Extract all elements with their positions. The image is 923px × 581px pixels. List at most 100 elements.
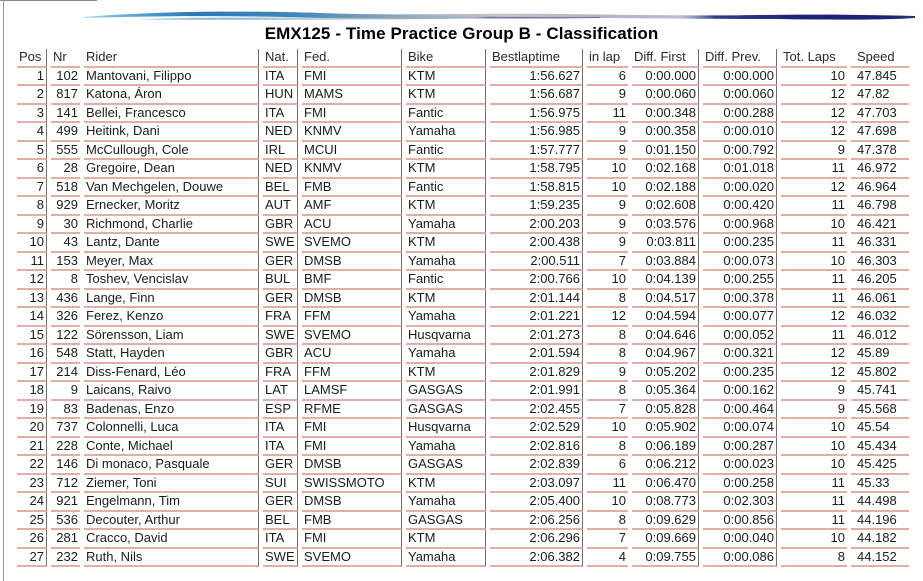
cell-diff_prev: 0:00.052 — [703, 326, 777, 345]
cell-rider: Conte, Michael — [84, 437, 259, 456]
table-row: 20 737 Colonnelli, Luca ITA FMI Husqvarna 2:02… — [17, 419, 909, 438]
cell-bike: KTM — [406, 474, 486, 493]
cell-bike: Yamaha — [406, 437, 486, 456]
cell-pos: 16 — [17, 345, 47, 364]
cell-bike: KTM — [406, 86, 486, 105]
cell-nat: BUL — [263, 271, 298, 290]
cell-diff_prev: 0:00.020 — [703, 178, 777, 197]
cell-rider: Bellei, Francesco — [84, 104, 259, 123]
cell-in_lap: 8 — [587, 382, 628, 401]
table-row: 18 9 Laicans, Raivo LAT LAMSF GASGAS 2:01.991 8… — [17, 382, 909, 401]
cell-bestlaptime: 1:56.687 — [490, 86, 583, 105]
page-border-left — [3, 0, 4, 581]
cell-diff_prev: 0:00.040 — [703, 530, 777, 549]
cell-in_lap: 11 — [587, 105, 628, 123]
cell-speed: 46.972 — [851, 160, 909, 179]
cell-fed: DMSB — [302, 493, 402, 512]
cell-bestlaptime: 2:03.097 — [490, 474, 583, 493]
cell-speed: 46.061 — [851, 290, 909, 308]
cell-in_lap: 7 — [587, 401, 628, 419]
cell-tot_laps: 11 — [781, 290, 847, 308]
cell-in_lap: 10 — [587, 271, 628, 290]
cell-bestlaptime: 1:58.795 — [490, 160, 583, 179]
cell-nr: 153 — [51, 253, 80, 271]
cell-pos: 2 — [17, 86, 47, 105]
cell-nat: NED — [263, 123, 298, 142]
cell-nr: 281 — [51, 530, 80, 549]
cell-fed: KNMV — [302, 123, 402, 142]
cell-nr: 146 — [51, 456, 80, 475]
cell-speed: 45.434 — [851, 438, 909, 456]
cell-diff_prev: 0:00.288 — [703, 104, 777, 123]
cell-diff_first: 0:09.629 — [632, 511, 699, 530]
cell-speed: 45.33 — [851, 475, 909, 493]
cell-in_lap: 10 — [587, 179, 628, 197]
cell-bestlaptime: 2:02.529 — [490, 419, 583, 438]
cell-rider: Meyer, Max — [84, 252, 259, 271]
cell-fed: DMSB — [302, 289, 402, 308]
cell-speed: 46.032 — [851, 308, 909, 327]
cell-pos: 21 — [17, 437, 47, 456]
header-row: Pos Nr Rider Nat. Fed. Bike Bestlaptime in lap D… — [17, 49, 909, 68]
cell-nat: NED — [263, 160, 298, 179]
cell-tot_laps: 9 — [781, 142, 847, 160]
column-header-in_lap: in lap — [587, 49, 628, 68]
cell-nr: 228 — [51, 438, 80, 456]
cell-nr: 9 — [51, 382, 80, 401]
cell-diff_prev: 0:00.464 — [703, 400, 777, 419]
cell-pos: 9 — [17, 215, 47, 234]
cell-pos: 23 — [17, 474, 47, 493]
cell-fed: FMI — [302, 104, 402, 123]
cell-nr: 737 — [51, 419, 80, 438]
cell-fed: SVEMO — [302, 326, 402, 345]
cell-diff_first: 0:06.470 — [632, 474, 699, 493]
cell-pos: 20 — [17, 419, 47, 438]
column-header-speed: Speed — [851, 49, 909, 68]
cell-speed: 44.196 — [851, 512, 909, 530]
cell-nat: GER — [263, 456, 298, 475]
cell-nat: ITA — [263, 104, 298, 123]
cell-rider: Cracco, David — [84, 530, 259, 549]
column-header-rider: Rider — [84, 49, 259, 68]
cell-bike: Yamaha — [406, 308, 486, 327]
cell-speed: 45.89 — [851, 345, 909, 364]
cell-tot_laps: 11 — [781, 475, 847, 493]
cell-diff_first: 0:05.202 — [632, 363, 699, 382]
cell-diff_first: 0:06.212 — [632, 456, 699, 475]
cell-nat: SUI — [263, 474, 298, 493]
cell-speed: 47.703 — [851, 105, 909, 123]
cell-diff_prev: 0:00.321 — [703, 345, 777, 364]
cell-nr: 43 — [51, 234, 80, 253]
table-row: 26 281 Cracco, David ITA FMI KTM 2:06.296 7 0:09… — [17, 530, 909, 549]
cell-fed: DMSB — [302, 456, 402, 475]
cell-diff_prev: 0:00.378 — [703, 289, 777, 308]
cell-bestlaptime: 1:56.627 — [490, 67, 583, 86]
cell-diff_first: 0:04.967 — [632, 345, 699, 364]
table-row: 13 436 Lange, Finn GER DMSB KTM 2:01.144 8 0:04.… — [17, 289, 909, 308]
table-row: 15 122 Sörensson, Liam SWE SVEMO Husqvarna 2:0… — [17, 326, 909, 345]
cell-bike: KTM — [406, 234, 486, 253]
cell-bike: GASGAS — [406, 400, 486, 419]
cell-rider: Gregoire, Dean — [84, 160, 259, 179]
cell-bestlaptime: 1:57.777 — [490, 141, 583, 160]
cell-diff_first: 0:09.755 — [632, 548, 699, 567]
cell-diff_first: 0:03.884 — [632, 252, 699, 271]
table-row: 8 929 Ernecker, Moritz AUT AMF KTM 1:59.235 9 0:… — [17, 197, 909, 216]
cell-nat: LAT — [263, 382, 298, 401]
cell-pos: 24 — [17, 493, 47, 512]
cell-nat: BEL — [263, 511, 298, 530]
cell-speed: 44.182 — [851, 530, 909, 549]
cell-fed: BMF — [302, 271, 402, 290]
cell-nat: ITA — [263, 530, 298, 549]
cell-speed: 46.421 — [851, 216, 909, 234]
cell-diff_prev: 0:00.010 — [703, 123, 777, 142]
cell-bike: Fantic — [406, 271, 486, 290]
cell-bestlaptime: 2:05.400 — [490, 493, 583, 512]
cell-bike: KTM — [406, 289, 486, 308]
cell-nat: GER — [263, 252, 298, 271]
column-header-tot_laps: Tot. Laps — [781, 49, 847, 68]
cell-diff_prev: 0:02.303 — [703, 493, 777, 512]
cell-bestlaptime: 1:59.235 — [490, 197, 583, 216]
cell-diff_first: 0:00.348 — [632, 104, 699, 123]
cell-nat: FRA — [263, 363, 298, 382]
